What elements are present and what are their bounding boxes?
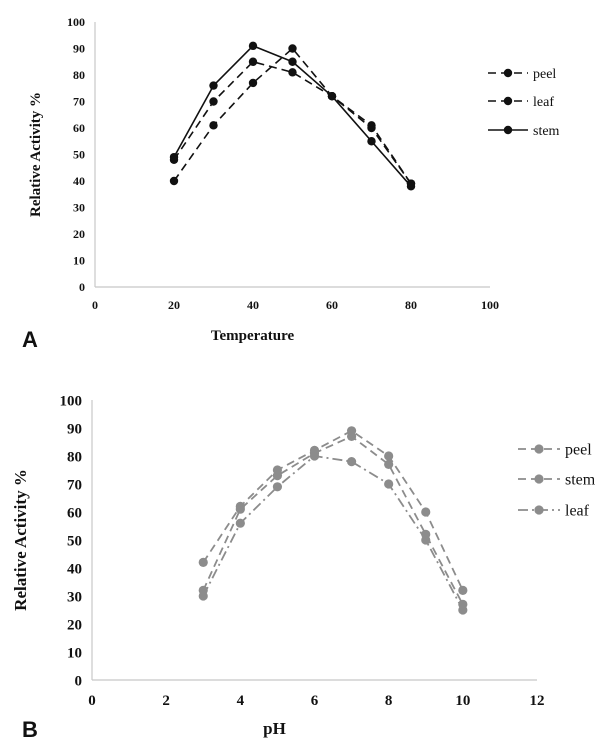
panel-b-series-peel-point (384, 451, 394, 461)
panel-a-series-leaf-point (288, 68, 297, 77)
panel-a-y-tick-label: 70 (73, 95, 85, 109)
panel-b-series-stem-point (384, 459, 394, 469)
panel-a-series-stem-point (367, 137, 376, 146)
panel-a-y-tick-label: 20 (73, 227, 85, 241)
panel-b-y-axis-title: Relative Activity % (11, 469, 30, 611)
panel-b-legend-marker-leaf (534, 505, 544, 515)
panel-a-series-peel-point (248, 78, 258, 88)
panel-b-series-stem-line (202, 435, 464, 605)
panel-a-legend-marker-leaf (503, 96, 513, 106)
panel-a-series-leaf-point (209, 97, 218, 106)
panel-b-series-leaf-point (421, 535, 431, 545)
panel-b-y-tick-label: 0 (75, 673, 83, 689)
panel-b-series-leaf-point (384, 479, 394, 489)
panel-b-y-tick-label: 50 (67, 533, 82, 549)
panel-b-x-tick-label: 12 (530, 693, 545, 709)
panel-a-y-tick-label: 80 (73, 68, 85, 82)
panel-b-y-tick-label: 70 (67, 477, 82, 493)
panel-a-y-axis-title: Relative Activity % (28, 92, 44, 217)
panel-b-x-tick-label: 2 (162, 693, 170, 709)
panel-a-y-tick-label: 60 (73, 121, 85, 135)
panel-a-legend-label-peel: peel (533, 67, 556, 82)
panel-b-chart: 0 2 4 6 8 10 12 0 10 20 30 40 50 60 70 80 90 100 pH Relativ… (11, 393, 596, 742)
panel-b-x-tick-label: 4 (237, 693, 245, 709)
panel-a-series-leaf-line (173, 60, 412, 185)
panel-b-legend-marker-peel (534, 444, 544, 454)
panel-a-series-stem-point (327, 92, 337, 101)
panel-a-x-tick-label: 20 (168, 298, 180, 312)
panel-b-legend-label-peel: peel (565, 442, 592, 459)
panel-b-series-leaf-point (198, 591, 208, 601)
panel-a-series-stem-point (209, 81, 218, 90)
panel-b-y-tick-label: 90 (67, 421, 82, 437)
panel-a-series-peel-point (209, 121, 218, 130)
panel-a-y-tick-label: 90 (73, 42, 85, 56)
panel-a-series-stem-point (248, 41, 258, 51)
panel-b-y-tick-label: 20 (67, 617, 82, 633)
panel-b-y-tick-label: 100 (60, 393, 83, 409)
panel-b-series-leaf-point (346, 457, 357, 467)
panel-a-y-tick-label: 30 (73, 201, 85, 215)
panel-b-x-tick-label: 0 (88, 693, 96, 709)
panel-b-series-peel-point (421, 507, 431, 517)
panel-b-series-stem-point (346, 431, 357, 441)
panel-a-x-tick-label: 60 (326, 298, 338, 312)
panel-b-series-leaf-point (309, 451, 320, 461)
panel-a-y-tick-label: 40 (73, 174, 85, 188)
panel-b-series-peel-line (202, 429, 464, 591)
panel-b-x-tick-label: 8 (385, 693, 393, 709)
panel-b-x-tick-label: 6 (311, 693, 319, 709)
panel-a-x-axis-title: Temperature (211, 328, 295, 344)
panel-a-x-tick-label: 80 (405, 298, 417, 312)
panel-a-series-peel-point (169, 176, 179, 186)
panel-b-series-peel-point (198, 557, 208, 568)
panel-b-label: B (22, 717, 38, 742)
panel-b-y-tick-label: 10 (67, 645, 82, 661)
panel-b-series-peel-point (458, 585, 468, 596)
panel-b-series-leaf-point (235, 518, 245, 528)
panel-a-label: A (22, 327, 38, 352)
panel-b-series-leaf-point (458, 605, 468, 615)
panel-a-x-tick-label: 100 (481, 298, 499, 312)
panel-a-series-stem-line (173, 45, 412, 187)
panel-b-y-tick-label: 80 (67, 449, 82, 465)
panel-b-legend-label-stem: stem (565, 472, 596, 489)
panel-a-y-tick-label: 10 (73, 254, 85, 268)
panel-a-legend-label-leaf: leaf (533, 95, 554, 110)
panel-a-y-tick-label: 100 (67, 15, 85, 29)
panel-a-x-tick-label: 40 (247, 298, 259, 312)
panel-b-legend-label-leaf: leaf (565, 503, 590, 520)
panel-b-series-leaf-line (202, 455, 464, 611)
panel-a-chart: 0 20 40 60 80 100 0 10 20 30 40 50 60 70 80 90 100 Temper… (22, 15, 560, 352)
panel-a-legend-marker-stem (503, 125, 513, 135)
panel-b-series-stem-point (272, 471, 283, 481)
panel-a-series-stem-point (169, 152, 179, 162)
panel-a-legend-label-stem: stem (533, 124, 560, 139)
panel-a-series-stem-point (406, 182, 416, 191)
panel-b-series-stem-point (235, 504, 245, 514)
panel-b-y-tick-label: 60 (67, 505, 82, 521)
panel-b-series-leaf-point (272, 482, 283, 492)
panel-a-y-tick-label: 0 (79, 280, 85, 294)
panel-a-x-tick-label: 0 (92, 298, 98, 312)
panel-b-y-tick-label: 40 (67, 561, 82, 577)
panel-a-y-tick-label: 50 (73, 148, 85, 162)
panel-a-series-peel-point (288, 44, 297, 53)
panel-a-series-leaf-point (367, 123, 376, 133)
panel-a-legend-marker-peel (503, 68, 513, 78)
panel-a-series-leaf-point (248, 57, 258, 66)
panel-b-legend-marker-stem (534, 474, 544, 484)
panel-b-x-tick-label: 10 (455, 693, 470, 709)
panel-b-x-axis-title: pH (263, 719, 286, 738)
panel-b-y-tick-label: 30 (67, 589, 82, 605)
panel-a-series-stem-point (288, 57, 297, 66)
